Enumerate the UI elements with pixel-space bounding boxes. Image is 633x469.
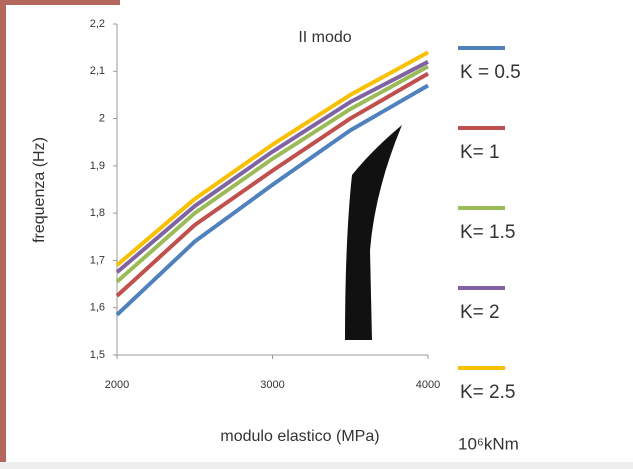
legend-label: K = 0.5 (460, 62, 521, 83)
chart-title: II modo (298, 29, 351, 46)
y-tick-label: 2,2 (90, 18, 105, 30)
x-tick-label: 3000 (260, 379, 284, 391)
tower-image (345, 125, 402, 340)
legend-label: K= 2.5 (460, 382, 515, 403)
bottom-strip (0, 462, 633, 469)
y-tick-label: 1,6 (90, 302, 105, 314)
series-line (115, 64, 429, 284)
legend-label: K= 1.5 (460, 222, 515, 243)
left-border (0, 0, 6, 469)
legend-label: K= 1 (460, 142, 500, 163)
y-tick-label: 1,9 (90, 160, 105, 172)
top-border (0, 0, 120, 5)
series-line (115, 60, 429, 274)
y-axis-label: frequenza (Hz) (31, 137, 48, 243)
series-line (115, 50, 429, 267)
x-tick-label: 2000 (105, 379, 129, 391)
x-tick-label: 4000 (416, 379, 440, 391)
y-tick-label: 2,1 (90, 65, 105, 77)
y-tick-label: 2 (99, 112, 105, 124)
series-line (115, 71, 430, 298)
x-axis-label: modulo elastico (MPa) (220, 428, 379, 445)
y-tick-label: 1,7 (90, 254, 105, 266)
y-tick-label: 1,8 (90, 207, 105, 219)
legend-label: K= 2 (460, 302, 500, 323)
y-tick-label: 1,5 (90, 349, 105, 361)
series-line (115, 83, 430, 317)
legend-unit: 10⁶kNm (458, 434, 519, 453)
